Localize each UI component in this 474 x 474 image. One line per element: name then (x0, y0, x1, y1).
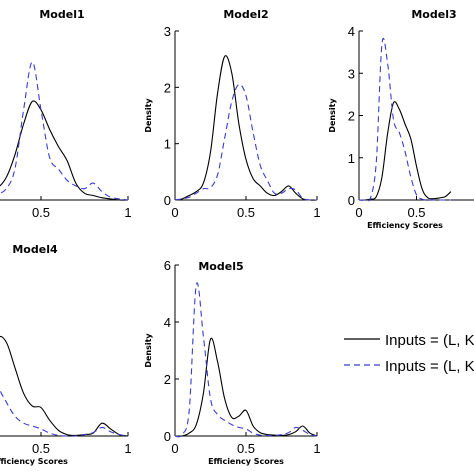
series-dashed-line (358, 37, 451, 202)
y-tick-label: 6 (164, 258, 171, 273)
x-tick-label: 0.5 (237, 205, 255, 220)
y-axis-label: Density (144, 333, 153, 368)
y-tick-label: 4 (348, 24, 355, 39)
x-tick-label: 0.5 (32, 205, 50, 220)
legend-label-solid: Inputs = (L, K (385, 332, 474, 349)
series-solid-line (174, 337, 318, 437)
y-axis-label: Density (328, 98, 337, 133)
panel-title: Model1 (39, 8, 84, 21)
series-solid-line (0, 100, 129, 201)
y-tick-label: 3 (348, 66, 355, 81)
y-tick-label: 4 (164, 315, 171, 330)
x-tick-label: 1 (313, 441, 320, 456)
series-dashed-line (174, 83, 318, 201)
series-dashed-line (0, 61, 129, 201)
x-axis-label: Efficiency Scores (0, 457, 68, 466)
panel-title: Model4 (12, 243, 58, 256)
y-tick-label: 3 (164, 24, 171, 39)
panel-title: Model5 (198, 260, 243, 273)
legend-label-dashed: Inputs = (L, K (385, 358, 474, 375)
y-tick-label: 2 (348, 109, 355, 124)
x-tick-label: 0 (355, 205, 362, 220)
series-solid-line (174, 55, 318, 201)
panel-5: Model5 0 0.5 1 0 2 4 6 Density Efficiency Scores (144, 258, 321, 466)
x-axis-label: Efficiency Scores (367, 221, 443, 230)
x-tick-label: 0.5 (407, 205, 425, 220)
y-axis-label: Density (144, 98, 153, 133)
y-tick-label: 2 (164, 372, 171, 387)
y-tick-label: 0 (164, 429, 171, 444)
panel-2: Model2 0 0.5 1 0 1 2 3 Density (144, 8, 321, 220)
x-tick-label: 0 (171, 205, 178, 220)
x-axis-label: Efficiency Scores (208, 457, 284, 466)
series-solid-line (0, 335, 129, 437)
x-tick-label: 0.5 (237, 441, 255, 456)
series-dashed-line (174, 282, 318, 438)
y-tick-label: 2 (164, 80, 171, 95)
y-tick-label: 1 (348, 151, 355, 166)
panel-4: Model4 0.5 1 Efficiency Scores (0, 243, 132, 466)
x-tick-label: 1 (313, 205, 320, 220)
panel-title: Model3 (411, 8, 456, 21)
panel-title: Model2 (223, 8, 268, 21)
x-tick-label: 0 (171, 441, 178, 456)
series-dashed-line (0, 388, 129, 437)
panel-1: Model1 0.5 1 (0, 8, 132, 220)
legend: Inputs = (L, K Inputs = (L, K (344, 332, 474, 375)
x-tick-label: 1 (124, 205, 131, 220)
y-tick-label: 0 (348, 193, 355, 208)
x-tick-label: 1 (124, 441, 131, 456)
x-tick-label: 0.5 (32, 441, 50, 456)
y-tick-label: 0 (164, 193, 171, 208)
y-tick-label: 1 (164, 137, 171, 152)
series-solid-line (358, 101, 452, 201)
panel-3: Model3 0 0.5 0 1 2 3 4 Density Efficiency Scores (328, 8, 474, 230)
